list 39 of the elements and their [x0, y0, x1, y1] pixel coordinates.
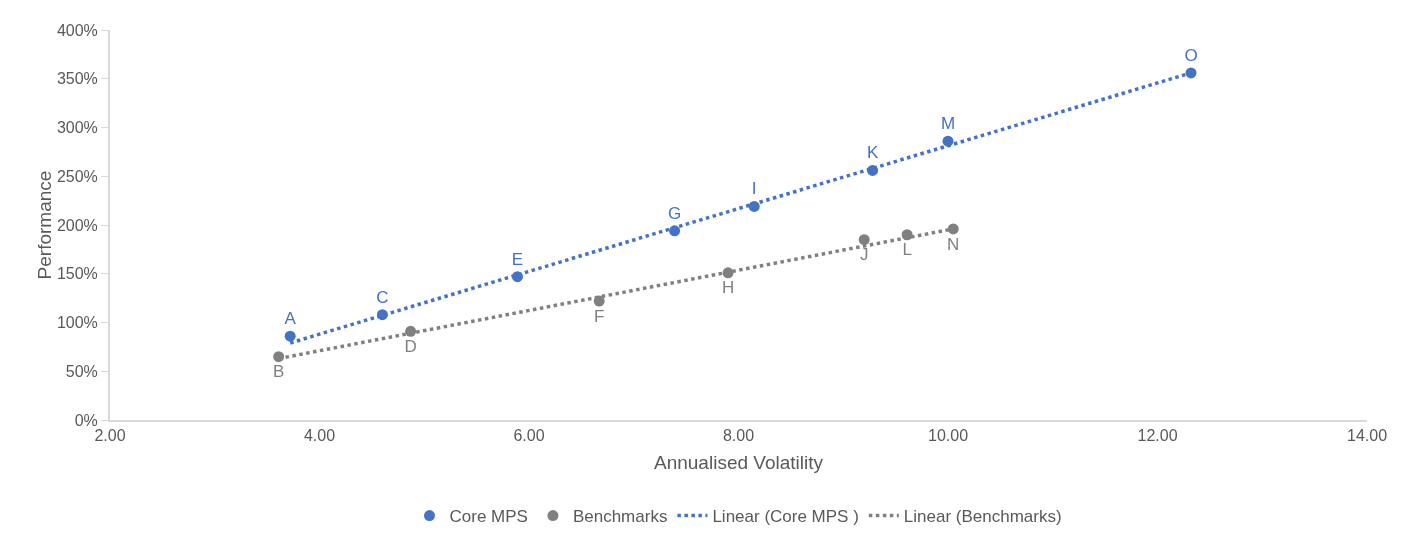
x-tick-label: 2.00 — [94, 427, 126, 445]
data-label: J — [859, 245, 869, 265]
x-tick-label: 8.00 — [722, 427, 755, 445]
y-tick-label: 150% — [56, 265, 98, 283]
y-tick-label: 200% — [56, 216, 98, 234]
data-label: O — [1184, 45, 1198, 65]
legend-label: Linear (Benchmarks) — [903, 507, 1062, 527]
data-label: H — [721, 278, 735, 298]
data-label: N — [947, 234, 960, 254]
data-label: C — [376, 287, 389, 307]
y-tick-label: 300% — [56, 119, 98, 137]
x-tick-label: 14.00 — [1346, 427, 1388, 445]
x-tick-label: 6.00 — [513, 427, 545, 445]
x-tick-label: 10.00 — [927, 427, 969, 445]
data-label: B — [272, 362, 285, 382]
data-label: I — [751, 179, 757, 199]
point — [858, 234, 870, 246]
data-label: A — [284, 309, 297, 329]
data-label: D — [404, 336, 417, 356]
data-label: M — [940, 114, 956, 134]
y-tick-label: 0% — [74, 411, 98, 429]
y-tick-label: 400% — [56, 21, 98, 39]
x-tick-label: 12.00 — [1137, 427, 1178, 445]
y-tick-label: 50% — [65, 362, 98, 380]
data-label: F — [593, 306, 605, 326]
data-label: L — [902, 240, 912, 260]
x-axis-title: Annualised Volatility — [654, 451, 824, 473]
data-label: G — [667, 203, 682, 223]
point — [284, 330, 296, 342]
data-label: E — [511, 249, 524, 269]
legend-label: Linear (Core MPS ) — [712, 507, 859, 527]
x-tick-label: 4.00 — [303, 427, 336, 445]
y-tick-label: 100% — [56, 314, 98, 332]
legend-label: Core MPS — [449, 507, 528, 527]
y-tick-label: 250% — [56, 167, 98, 185]
data-label: K — [866, 143, 879, 163]
y-tick-label: 350% — [56, 70, 98, 88]
y-axis-title: Performance — [33, 170, 55, 280]
legend-label: Benchmarks — [572, 507, 668, 527]
